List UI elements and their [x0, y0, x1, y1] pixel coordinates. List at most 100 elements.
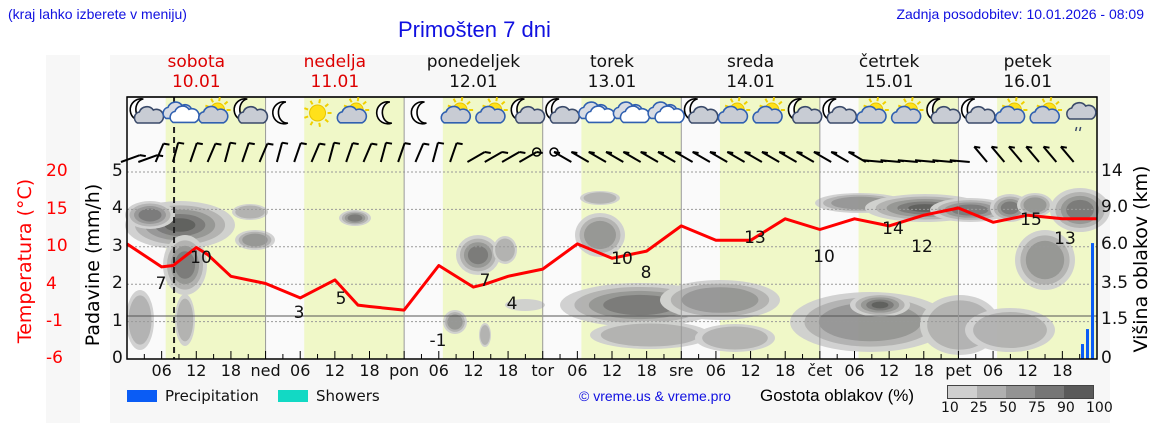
hour-tick-label: 06: [151, 361, 172, 380]
hour-tick-label: 12: [324, 361, 346, 380]
day-date: 12.01: [449, 72, 498, 92]
wind-barb-icon: [709, 151, 728, 163]
legend-precipitation: Precipitation: [127, 387, 259, 405]
day-name: nedelja: [303, 52, 367, 72]
showers-swatch: [278, 390, 308, 402]
wind-barb-icon: [880, 159, 901, 163]
wind-barb-icon: [362, 142, 378, 163]
wind-barb-icon: [171, 141, 185, 163]
wind-barb-icon: [1060, 145, 1075, 163]
cloud-height-tick: 3.5: [1101, 273, 1129, 293]
cloud-density-tick: 25: [970, 400, 988, 416]
day-date: 16.01: [1003, 72, 1053, 92]
moon-cloud-icon: [233, 98, 269, 124]
hour-tick-label: 12: [1017, 361, 1038, 380]
daylight-band: [304, 97, 405, 359]
sun-cloud-icon: [994, 97, 1028, 124]
cloud-height-tick: 14: [1101, 161, 1123, 181]
wind-barb-icon: [813, 151, 832, 163]
wind-barb-icon: [1025, 145, 1040, 163]
moon-cloud-icon: [926, 98, 962, 124]
wind-barb-icon: [830, 151, 850, 163]
temperature-label: 4: [507, 294, 518, 314]
temperature-label: 15: [1020, 210, 1042, 230]
sun-cloud-icon: [856, 97, 889, 124]
cloud-density-title: Gostota oblakov (%): [760, 386, 915, 405]
cloud-density-tick: 90: [1057, 400, 1075, 416]
cloudy-icon: [647, 101, 685, 124]
wind-barb-icon: [657, 151, 676, 163]
sun-cloud-icon: [336, 97, 370, 124]
legend-precipitation-label: Precipitation: [165, 387, 259, 405]
wind-barb-icon: [1042, 145, 1058, 163]
precipitation-tick: 2: [112, 273, 123, 294]
temperature-tick: 20: [46, 161, 68, 181]
day-name: ponedeljek: [426, 52, 521, 72]
temperature-axis-title: Temperatura (°C): [14, 178, 36, 344]
page-title: Primošten 7 dni: [398, 17, 551, 42]
cloud-height-tick: 9.0: [1101, 197, 1129, 217]
day-abbr-label: pet: [945, 361, 972, 380]
hour-tick-label: 18: [636, 361, 657, 380]
hour-tick-label: 06: [982, 361, 1004, 380]
cloud-density-swatch: [1006, 386, 1035, 398]
wind-barb-icon: [258, 142, 274, 163]
cloud-density-layer: [125, 188, 1110, 355]
wind-barb-icon: [501, 151, 526, 163]
cloud-density-swatch: [1064, 386, 1093, 398]
wind-barb-icon: [863, 159, 884, 163]
hour-tick-label: 06: [705, 361, 727, 380]
wind-barb-icon: [553, 151, 572, 163]
temperature-line: [126, 206, 1097, 312]
cloud-density-swatch: [1035, 386, 1064, 398]
day-date: 10.01: [171, 72, 221, 92]
day-abbr-label: pon: [389, 361, 420, 380]
hour-tick-label: 18: [775, 361, 796, 380]
wind-barb-icon: [848, 151, 867, 163]
wind-barb-icon: [293, 142, 307, 163]
wind-barb-icon: [1008, 145, 1023, 163]
precipitation-tick: 3: [112, 235, 123, 256]
wind-barb-icon: [778, 151, 798, 163]
wind-barb-icon: [588, 151, 607, 163]
credit-link[interactable]: © vreme.us & vreme.pro: [579, 388, 731, 404]
wind-barb-icon: [466, 151, 491, 163]
wind-barb-icon: [414, 142, 430, 163]
temperature-label: 3: [294, 303, 305, 323]
sun-icon: [304, 99, 332, 127]
wind-barb-icon: [397, 142, 411, 163]
left-axis-panel: [46, 55, 80, 423]
hour-tick-label: 12: [463, 361, 484, 380]
sun-cloud-icon: [717, 97, 751, 124]
wind-barb-icon: [275, 141, 289, 163]
day-abbr-label: tor: [531, 361, 555, 380]
day-date: 11.01: [310, 72, 360, 92]
sun-cloud-icon: [440, 97, 474, 124]
hour-tick-label: 18: [220, 361, 242, 380]
wind-barb-icon: [692, 151, 711, 163]
precip-axis-title-wrap: Padavine (mm/h): [80, 172, 106, 362]
last-update: Zadnja posodobitev: 10.01.2026 - 08:09: [896, 6, 1144, 22]
wind-barb-icon: [120, 154, 146, 163]
wind-barb-icon: [674, 151, 694, 163]
temperature-tick: -1: [46, 311, 63, 331]
legend-showers-label: Showers: [316, 387, 380, 405]
temperature-tick: 10: [46, 236, 68, 256]
hour-tick-label: 06: [428, 361, 449, 380]
precip-axis-title: Padavine (mm/h): [82, 183, 104, 347]
day-name: četrtek: [858, 52, 920, 72]
temperature-label: 10: [813, 247, 835, 267]
hour-tick-label: 06: [567, 361, 588, 380]
wind-barb-icon: [915, 159, 936, 163]
sun-cloud-icon: [475, 97, 508, 124]
cloud-density-tick: 10: [941, 400, 959, 416]
day-name: sobota: [167, 52, 226, 72]
cloudy-icon: [578, 101, 616, 124]
cloud-height-tick: 1.5: [1101, 309, 1129, 329]
hour-tick-label: 18: [497, 361, 519, 380]
day-date: 14.01: [726, 72, 775, 92]
temperature-label: 7: [480, 271, 491, 291]
cloud-density-legend: 10 25 50 75 90 100: [941, 385, 1113, 417]
moon-icon: [375, 101, 393, 125]
